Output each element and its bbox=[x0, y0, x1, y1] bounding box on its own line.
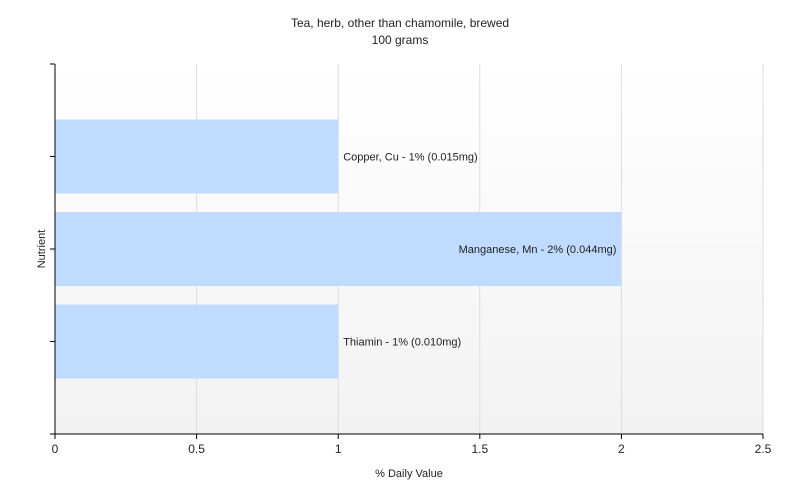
bars: Copper, Cu - 1% (0.015mg) Manganese, Mn -… bbox=[55, 119, 622, 379]
x-tick-label: 2.5 bbox=[755, 442, 772, 456]
bar bbox=[55, 212, 622, 286]
x-tick-labels: 0 0.5 1 1.5 2 2.5 bbox=[52, 442, 772, 456]
bar bbox=[55, 119, 339, 194]
x-tick-label: 0 bbox=[52, 442, 59, 456]
x-tick-label: 0.5 bbox=[188, 442, 205, 456]
bar bbox=[55, 304, 339, 379]
x-axis-title: % Daily Value bbox=[375, 468, 443, 480]
x-tick-label: 1.5 bbox=[471, 442, 488, 456]
x-tick-label: 1 bbox=[335, 442, 342, 456]
bar-data-label: Copper, Cu - 1% (0.015mg) bbox=[343, 152, 478, 164]
chart-title: Tea, herb, other than chamomile, brewed bbox=[291, 16, 509, 30]
x-tick-label: 2 bbox=[618, 442, 625, 456]
axes bbox=[50, 63, 764, 439]
bar-data-label: Thiamin - 1% (0.010mg) bbox=[343, 337, 461, 349]
chart-subtitle: 100 grams bbox=[372, 33, 429, 47]
y-axis-title: Nutrient bbox=[36, 230, 48, 269]
bar-data-label: Manganese, Mn - 2% (0.044mg) bbox=[459, 244, 617, 256]
